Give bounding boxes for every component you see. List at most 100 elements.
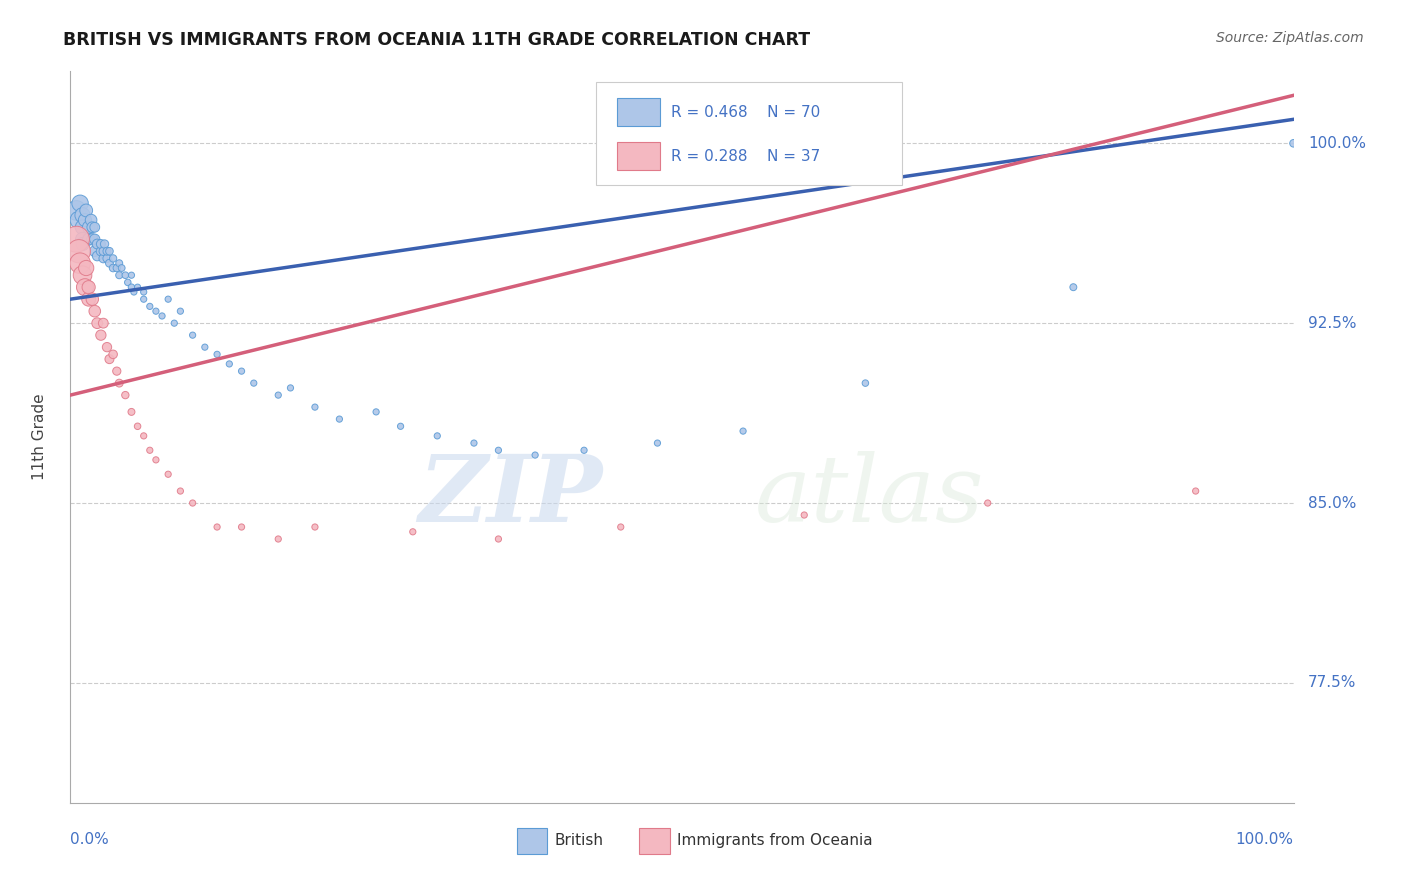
Text: R = 0.468    N = 70: R = 0.468 N = 70 (671, 105, 820, 120)
Point (218, 357, 240, 371)
Point (75, 203, 97, 218)
Point (157, 467, 180, 482)
Point (121, 405, 143, 419)
Point (72, 237, 94, 252)
Point (77, 292, 100, 306)
Point (77, 280, 100, 294)
Point (101, 252, 124, 266)
Point (389, 419, 412, 434)
Point (111, 260, 134, 275)
Point (72, 268, 94, 283)
Point (90, 237, 112, 252)
Point (91, 316, 114, 330)
Point (91, 252, 114, 266)
Point (77, 232, 100, 246)
Point (127, 280, 149, 294)
Point (139, 299, 162, 313)
Bar (517, 829, 547, 854)
Point (80, 213, 103, 227)
Point (86, 316, 108, 330)
Point (72, 208, 94, 222)
Point (108, 376, 131, 391)
Point (83, 304, 105, 318)
Point (121, 268, 143, 283)
Point (181, 328, 204, 343)
Point (463, 436, 485, 450)
Point (72, 220, 94, 235)
Text: ZIP: ZIP (418, 450, 602, 541)
Point (610, 520, 633, 534)
Point (976, 496, 998, 510)
Point (67, 213, 90, 227)
Point (77, 220, 100, 235)
Point (181, 496, 204, 510)
Point (114, 388, 136, 402)
Point (72, 232, 94, 246)
Point (105, 364, 128, 378)
Point (83, 220, 105, 235)
Point (82, 220, 104, 235)
Text: 100.0%: 100.0% (1236, 832, 1294, 847)
Bar (617, 143, 659, 170)
Point (82, 232, 104, 246)
Point (105, 260, 128, 275)
Point (328, 412, 350, 426)
Point (69, 256, 91, 270)
Text: R = 0.288    N = 37: R = 0.288 N = 37 (671, 149, 820, 164)
Point (267, 388, 290, 402)
Point (108, 268, 131, 283)
Point (132, 292, 155, 306)
Point (98, 256, 121, 270)
Point (280, 381, 302, 395)
Text: atlas: atlas (755, 450, 984, 541)
Point (145, 304, 167, 318)
Point (93, 237, 115, 252)
Point (90, 244, 112, 259)
Point (169, 483, 191, 498)
Point (86, 249, 108, 263)
Text: 0.0%: 0.0% (70, 832, 110, 847)
Point (488, 443, 510, 458)
Point (86, 237, 108, 252)
Point (90, 328, 112, 343)
Point (524, 448, 547, 462)
Point (73, 213, 96, 227)
Text: 85.0%: 85.0% (1308, 496, 1357, 510)
Point (1282, 136, 1305, 151)
Text: 11th Grade: 11th Grade (32, 393, 48, 481)
Point (96, 244, 118, 259)
Point (231, 364, 253, 378)
Point (1062, 280, 1084, 294)
Text: 77.5%: 77.5% (1308, 675, 1357, 690)
Bar (617, 98, 659, 127)
Point (488, 532, 510, 546)
Point (91, 244, 114, 259)
Point (98, 352, 121, 367)
Point (67, 244, 90, 259)
Point (122, 285, 145, 299)
Point (572, 443, 595, 458)
Point (132, 429, 155, 443)
Point (83, 232, 105, 246)
Point (304, 520, 326, 534)
Point (139, 443, 162, 458)
Point (1184, 483, 1206, 498)
Point (150, 309, 173, 323)
Point (243, 376, 266, 391)
Point (101, 260, 124, 275)
Point (793, 508, 815, 522)
Point (82, 292, 104, 306)
Point (231, 520, 253, 534)
Point (65, 232, 87, 246)
Point (205, 347, 228, 361)
Text: Source: ZipAtlas.com: Source: ZipAtlas.com (1216, 31, 1364, 45)
Point (145, 453, 167, 467)
Point (121, 280, 143, 294)
Point (108, 256, 131, 270)
Point (402, 524, 425, 539)
Point (733, 424, 755, 438)
Point (101, 347, 124, 361)
Point (114, 268, 136, 283)
Point (169, 304, 191, 318)
Point (73, 280, 96, 294)
